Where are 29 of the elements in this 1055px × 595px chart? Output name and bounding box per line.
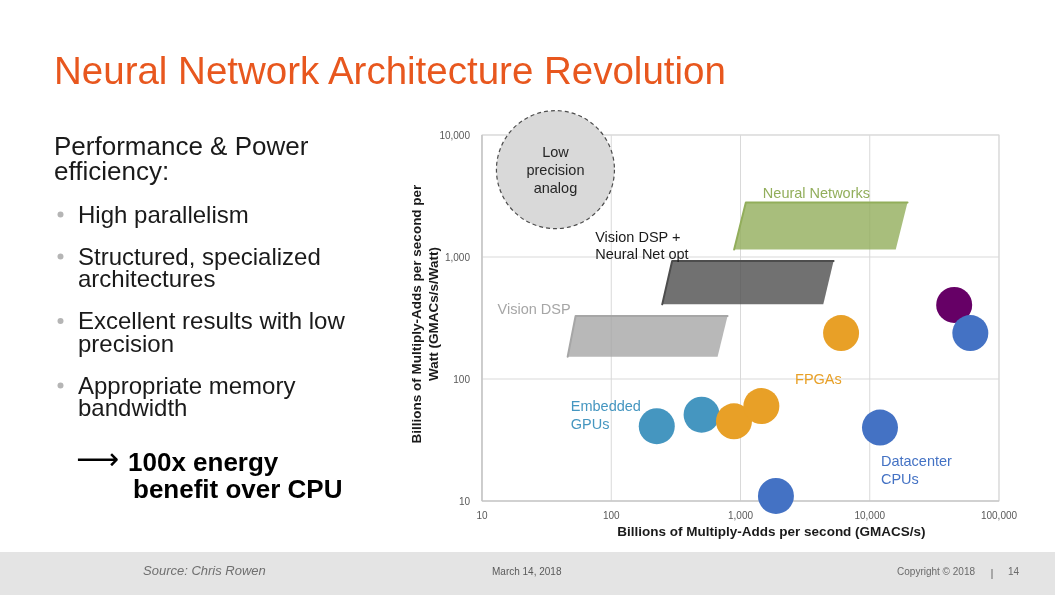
chart-title: Neural Network Architecture Revolution [54,49,726,92]
text: High parallelism [78,200,249,228]
text: Copyright © 2018 [897,566,976,577]
text: Structured, specialized architectures [78,242,321,292]
text: 14 [1008,566,1020,577]
x-tick-label: 10 [476,510,488,521]
text: Appropriate memory bandwidth [78,371,296,421]
series-label: Datacenter CPUs [880,452,953,487]
text: Excellent results with low precision [78,307,346,357]
series-label: Low precision analog [526,143,585,196]
y-tick-label: 1,000 [444,251,471,263]
series-label: Vision DSP [497,301,571,318]
y-tick-label: 100 [453,373,471,385]
text: ⟶ 100x energy benefit over CPU [76,442,343,504]
x-tick-label: 100,000 [980,510,1018,521]
series-label: Neural Networks [762,185,871,202]
y-tick-label: 10,000 [439,129,471,141]
series-label: Embedded GPUs [570,398,641,433]
y-tick-label: 10 [458,495,471,507]
y-axis-title: Billions of Multiply-Adds per second per Watt (GMACs/s/Watt) [409,183,441,444]
series-label: Vision DSP + Neural Net opt [595,229,689,263]
text: March 14, 2018 [492,566,562,577]
x-tick-label: 100 [602,510,621,521]
text: Performance & Power efficiency: [54,131,309,186]
source-note: Source: Chris Rowen [143,563,266,578]
series-label: FPGAs [795,371,842,388]
x-tick-label: 10,000 [854,510,886,521]
x-axis-title: Billions of Multiply-Adds per second (GMACS/s) [617,524,926,539]
x-tick-label: 1,000 [727,510,754,521]
